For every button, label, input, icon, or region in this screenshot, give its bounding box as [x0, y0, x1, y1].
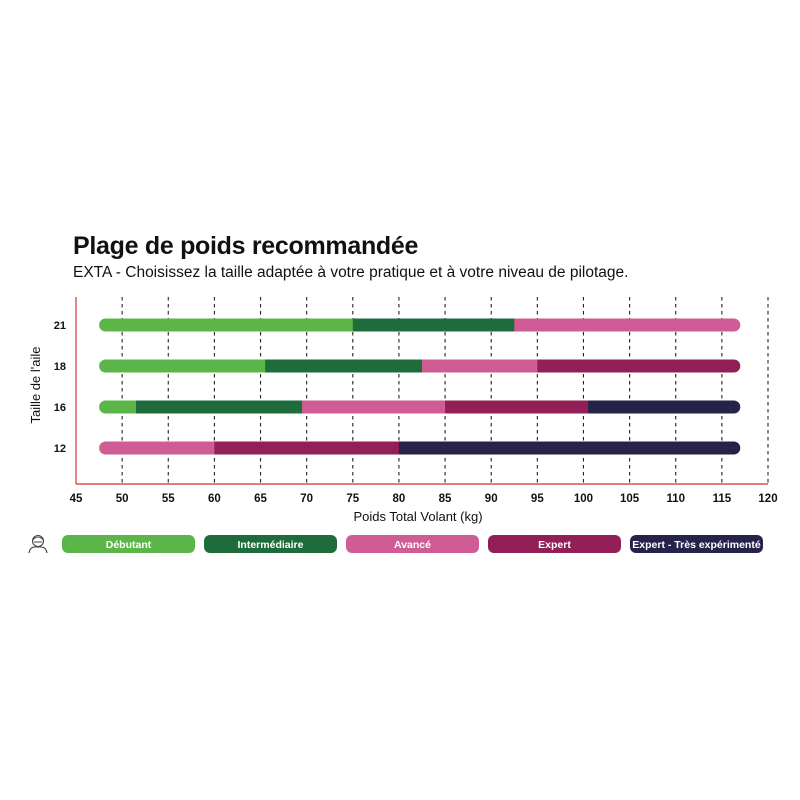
legend-swatch — [630, 535, 763, 553]
y-tick-label: 16 — [54, 402, 66, 414]
x-tick-label: 55 — [162, 493, 175, 505]
x-tick-label: 65 — [254, 493, 267, 505]
x-axis-label: Poids Total Volant (kg) — [353, 509, 482, 524]
bar-segment — [265, 359, 423, 373]
legend-swatch — [62, 535, 195, 553]
x-tick-label: 110 — [666, 493, 685, 505]
bar-segment — [99, 441, 215, 455]
bar-segment — [214, 441, 400, 455]
x-tick-label: 75 — [346, 493, 359, 505]
x-tick-label: 85 — [439, 493, 452, 505]
legend-swatch — [488, 535, 621, 553]
y-tick-label: 18 — [54, 361, 66, 373]
legend-label: Débutant — [106, 539, 152, 551]
legend-swatch — [346, 535, 479, 553]
bar-row — [99, 359, 741, 373]
x-tick-label: 50 — [116, 493, 129, 505]
bar-segment — [445, 400, 589, 414]
x-tick-label: 70 — [300, 493, 313, 505]
legend-item: Expert — [488, 535, 621, 553]
x-ticks: 45 50 55 60 65 70 75 80 85 90 95 100 105 110 115 120 — [70, 493, 778, 505]
bar-segment — [99, 359, 266, 373]
bar-segment — [99, 400, 137, 414]
y-axis-label: Taille de l'aile — [28, 347, 43, 424]
bar-segment — [352, 318, 515, 332]
bar-row — [99, 441, 741, 455]
bars — [99, 318, 741, 455]
bar-segment — [537, 359, 741, 373]
legend-swatch — [204, 535, 337, 553]
bar-segment — [398, 441, 741, 455]
x-tick-label: 95 — [531, 493, 544, 505]
y-tick-label: 12 — [54, 443, 66, 455]
chart-title: Plage de poids recommandée — [73, 232, 419, 260]
legend-label: Avancé — [394, 539, 431, 551]
legend-label: Expert — [538, 539, 571, 551]
legend-item: Expert - Très expérimenté — [630, 535, 763, 553]
bar-segment — [99, 318, 354, 332]
x-tick-label: 105 — [620, 493, 640, 505]
legend-item: Avancé — [346, 535, 479, 553]
bar-segment — [514, 318, 741, 332]
y-ticks: 21 18 16 12 — [54, 320, 66, 455]
legend-item: Débutant — [62, 535, 195, 553]
legend-item: Intermédiaire — [204, 535, 337, 553]
y-tick-label: 21 — [54, 320, 66, 332]
x-tick-label: 120 — [758, 493, 777, 505]
x-tick-label: 60 — [208, 493, 221, 505]
legend-label: Expert - Très expérimenté — [632, 539, 761, 551]
bar-segment — [588, 400, 741, 414]
legend: Débutant Intermédiaire Avancé Expert Expert … — [62, 535, 763, 553]
bar-segment — [302, 400, 446, 414]
x-tick-label: 45 — [70, 493, 83, 505]
bar-row — [99, 400, 741, 414]
x-tick-label: 90 — [485, 493, 498, 505]
legend-label: Intermédiaire — [238, 539, 304, 551]
bar-row — [99, 318, 741, 332]
bar-segment — [422, 359, 538, 373]
x-tick-label: 80 — [393, 493, 406, 505]
bar-segment — [135, 400, 303, 414]
pilot-helmet-icon — [28, 534, 48, 554]
chart-subtitle: EXTA - Choisissez la taille adaptée à vo… — [73, 264, 629, 281]
x-tick-label: 100 — [574, 493, 593, 505]
x-tick-label: 115 — [713, 493, 732, 505]
